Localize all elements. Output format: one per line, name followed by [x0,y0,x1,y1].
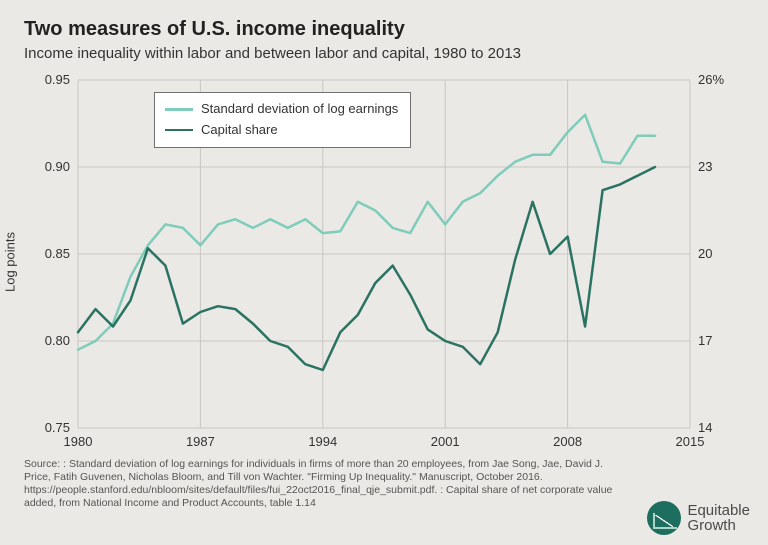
svg-text:1980: 1980 [64,434,93,449]
svg-text:0.85: 0.85 [45,246,70,261]
svg-text:26%: 26% [698,72,724,87]
svg-text:17: 17 [698,333,712,348]
svg-text:0.95: 0.95 [45,72,70,87]
chart-title: Two measures of U.S. income inequality [24,18,744,41]
legend-label: Capital share [201,120,278,141]
svg-text:20: 20 [698,246,712,261]
svg-text:1994: 1994 [308,434,337,449]
svg-text:2008: 2008 [553,434,582,449]
logo: Equitable Growth [647,501,750,535]
chart-area: Log points Percent Standard deviation of… [24,72,744,452]
logo-text: Equitable Growth [687,503,750,533]
svg-text:0.90: 0.90 [45,159,70,174]
legend-label: Standard deviation of log earnings [201,99,398,120]
chart-container: Two measures of U.S. income inequality I… [0,0,768,545]
svg-text:0.75: 0.75 [45,420,70,435]
y-axis-left-label: Log points [3,232,18,292]
legend-item: Standard deviation of log earnings [165,99,398,120]
legend-item: Capital share [165,120,398,141]
svg-text:2015: 2015 [676,434,705,449]
source-text: Source: : Standard deviation of log earn… [24,458,624,511]
svg-text:0.80: 0.80 [45,333,70,348]
svg-text:1987: 1987 [186,434,215,449]
legend-swatch [165,129,193,132]
svg-text:14: 14 [698,420,712,435]
logo-icon [647,501,681,535]
svg-text:2001: 2001 [431,434,460,449]
svg-text:23: 23 [698,159,712,174]
legend-swatch [165,108,193,111]
chart-subtitle: Income inequality within labor and betwe… [24,45,744,62]
legend: Standard deviation of log earnings Capit… [154,92,411,148]
